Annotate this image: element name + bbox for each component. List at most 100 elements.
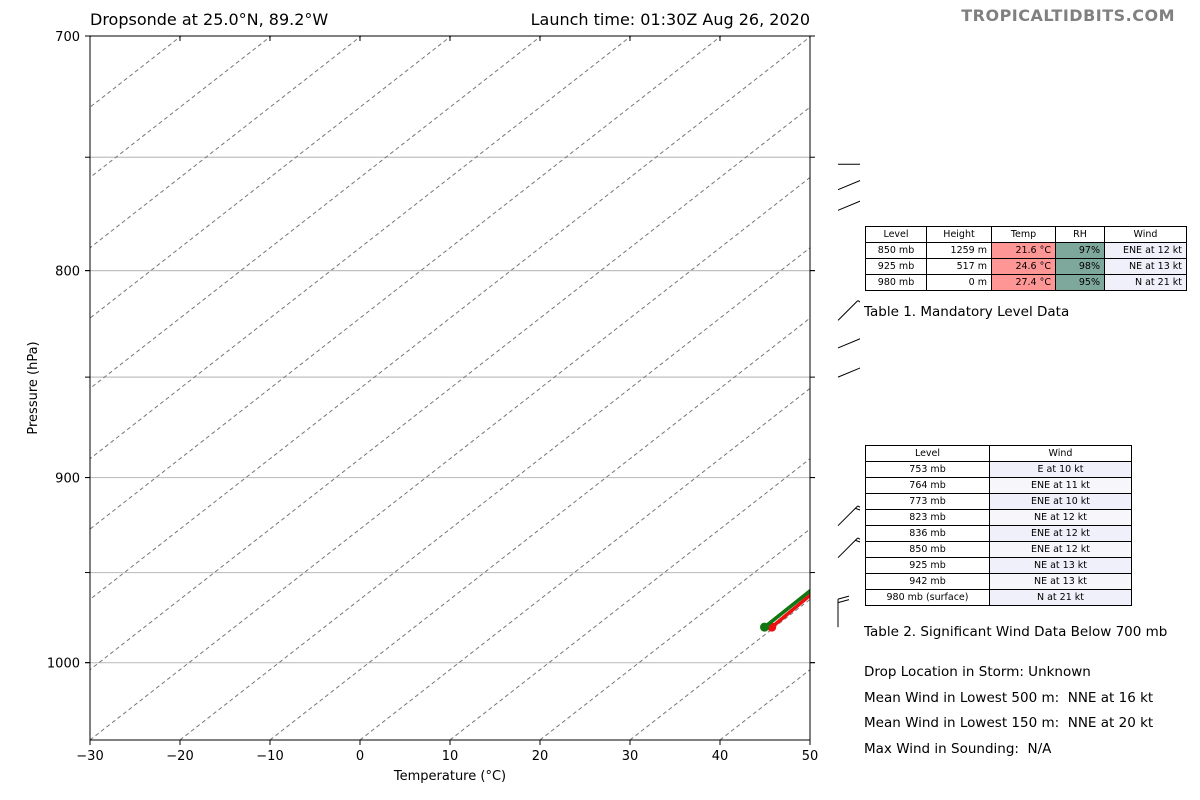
wind-barb-feather	[857, 537, 860, 540]
isotherm-line	[90, 36, 542, 390]
table-row: 836 mb ENE at 12 kt	[865, 525, 1132, 542]
wind-barb-shaft	[837, 338, 860, 349]
table-cell: ENE at 11 kt	[989, 477, 1132, 494]
table-cell: N at 21 kt	[1104, 274, 1187, 291]
y-tick-label: 700	[55, 30, 80, 45]
table-row: 753 mb E at 10 kt	[865, 461, 1132, 478]
table-row: 764 mb ENE at 11 kt	[865, 477, 1132, 494]
table-cell: 764 mb	[865, 477, 990, 494]
y-axis-label: Pressure (hPa)	[26, 341, 41, 434]
x-tick-label: 50	[802, 749, 819, 764]
wind-barb	[837, 200, 860, 211]
table-cell: NE at 13 kt	[989, 573, 1132, 590]
isotherm-line	[719, 669, 810, 740]
table-cell: ENE at 12 kt	[989, 541, 1132, 558]
column-header: Wind	[1104, 226, 1187, 243]
y-tick-label: 900	[55, 472, 80, 487]
x-tick-label: 40	[712, 749, 729, 764]
table-cell: 925 mb	[865, 258, 927, 275]
wind-barb-feather	[837, 599, 850, 604]
y-tick-label: 1000	[47, 657, 80, 672]
x-tick-label: −10	[256, 749, 283, 764]
table-cell: 98%	[1055, 258, 1105, 275]
x-tick-label: 10	[442, 749, 459, 764]
isotherm-line	[90, 36, 810, 601]
x-tick-label: 30	[622, 749, 639, 764]
site-brand-logo: TROPICALTIDBITS.COM	[961, 6, 1175, 25]
data-point	[760, 622, 770, 632]
isotherm-line	[90, 36, 272, 179]
table-cell: 942 mb	[865, 573, 990, 590]
table-cell: 980 mb (surface)	[865, 589, 990, 606]
table-cell: N at 21 kt	[989, 589, 1132, 606]
significant-wind-table: Level Wind 753 mb E at 10 kt 764 mb ENE at …	[865, 445, 1132, 606]
table-cell: 97%	[1055, 242, 1105, 259]
isotherm-line	[809, 739, 810, 740]
table-header-row: Level Wind	[865, 445, 1132, 462]
table-cell: NE at 13 kt	[1104, 258, 1187, 275]
isotherm-line	[359, 387, 810, 740]
x-tick-label: 0	[356, 749, 364, 764]
column-header: Wind	[989, 445, 1132, 462]
table-row: 980 mb 0 m 27.4 °C 95% N at 21 kt	[865, 274, 1187, 291]
wind-barb-shaft	[837, 180, 860, 191]
table-row: 980 mb (surface) N at 21 kt	[865, 589, 1132, 606]
x-tick-label: −30	[76, 749, 103, 764]
isotherm-line	[179, 247, 810, 740]
table-cell: 980 mb	[865, 274, 927, 291]
series-line	[770, 592, 810, 629]
table-row: 850 mb 1259 m 21.6 °C 97% ENE at 12 kt	[865, 242, 1187, 259]
wind-barb	[838, 163, 860, 165]
isotherm-line	[269, 317, 810, 740]
table-cell: 95%	[1055, 274, 1105, 291]
table-cell: 925 mb	[865, 557, 990, 574]
isotherm-line	[90, 36, 362, 249]
wind-barb-shaft	[837, 367, 860, 378]
mean-wind-500m-text: Mean Wind in Lowest 500 m: NNE at 16 kt	[864, 690, 1154, 706]
wind-barb	[837, 367, 860, 378]
table-row: 925 mb 517 m 24.6 °C 98% NE at 13 kt	[865, 258, 1187, 275]
wind-barb	[837, 505, 860, 527]
chart-title-location: Dropsonde at 25.0°N, 89.2°W	[90, 10, 329, 29]
table-cell: E at 10 kt	[989, 461, 1132, 478]
column-header: Level	[865, 226, 927, 243]
table1-caption: Table 1. Mandatory Level Data	[864, 304, 1070, 320]
table-cell: 850 mb	[865, 242, 927, 259]
table-cell: 27.4 °C	[991, 274, 1056, 291]
isotherm-line	[90, 36, 632, 460]
isotherm-line	[90, 106, 810, 671]
table-row: 773 mb ENE at 10 kt	[865, 493, 1132, 510]
table-cell: 850 mb	[865, 541, 990, 558]
x-tick-label: −20	[166, 749, 193, 764]
table-cell: ENE at 12 kt	[989, 525, 1132, 542]
table2-caption: Table 2. Significant Wind Data Below 700…	[864, 624, 1168, 640]
wind-barb	[837, 537, 860, 559]
table-cell: 836 mb	[865, 525, 990, 542]
wind-barb-shaft	[837, 505, 859, 527]
isotherm-line	[90, 36, 452, 319]
isotherm-line	[90, 36, 722, 530]
table-cell: ENE at 10 kt	[989, 493, 1132, 510]
isotherm-line	[629, 598, 810, 740]
table-cell: 24.6 °C	[991, 258, 1056, 275]
chart-title-launch-time: Launch time: 01:30Z Aug 26, 2020	[530, 10, 810, 29]
x-axis-label: Temperature (°C)	[393, 769, 506, 784]
column-header: RH	[1055, 226, 1105, 243]
isotherm-line	[0, 36, 1, 740]
table-cell: 517 m	[926, 258, 992, 275]
table-cell: 0 m	[926, 274, 992, 291]
wind-barb-shaft	[837, 200, 860, 211]
wind-barb-feather	[857, 300, 860, 303]
table-cell: NE at 12 kt	[989, 509, 1132, 526]
table-row: 942 mb NE at 13 kt	[865, 573, 1132, 590]
plot-area	[0, 36, 810, 740]
isotherm-line	[90, 176, 810, 740]
table-row: 850 mb ENE at 12 kt	[865, 541, 1132, 558]
table-cell: 1259 m	[926, 242, 992, 259]
table-cell: 773 mb	[865, 493, 990, 510]
isotherm-line	[90, 36, 92, 38]
wind-barb	[837, 338, 860, 349]
wind-barb	[837, 595, 850, 628]
wind-barb-feather	[855, 539, 860, 543]
drop-location-text: Drop Location in Storm: Unknown	[864, 664, 1091, 680]
